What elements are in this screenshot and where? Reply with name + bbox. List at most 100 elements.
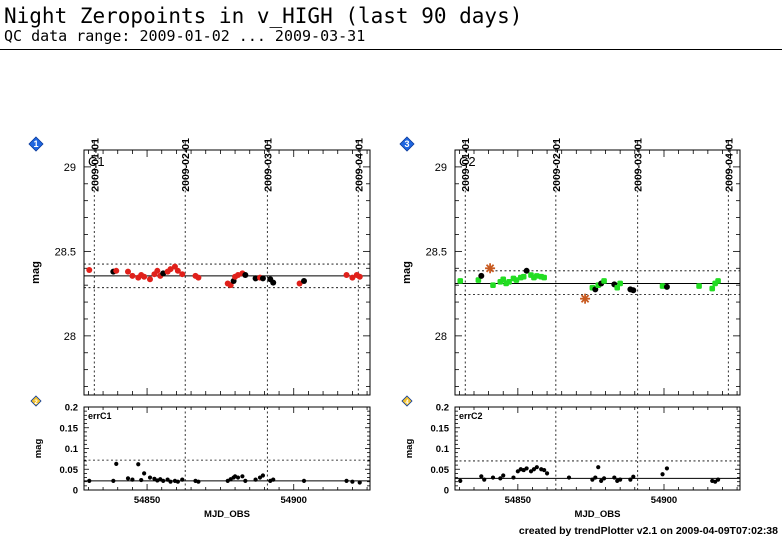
data-point [195,274,202,281]
data-point [350,479,355,484]
data-point [664,466,670,471]
zeropoint-panel-c2: 28 28.5 29 2009-01-01 2009-02-01 2009-03-01 20… [399,136,741,396]
panel-badge-icon: 2 [30,395,42,407]
data-point [618,477,623,482]
data-point [260,473,266,478]
data-point [196,479,201,484]
plot-frame [83,149,371,396]
data-point [147,475,153,480]
plot-frame [454,149,741,396]
data-point [356,273,363,280]
data-point [154,267,161,274]
data-point [709,285,716,292]
data-point [534,273,540,279]
data-point [482,477,487,482]
data-point [179,271,186,278]
data-point [490,475,496,480]
data-point [343,272,350,279]
data-point [617,280,623,287]
data-point [165,477,170,482]
panel-label: C2 [459,154,476,169]
data-point [542,467,547,473]
x-tick-label: 54850 [134,495,160,506]
data-point [524,466,529,471]
data-point [528,469,534,474]
date-tick-label: 2009-02-01 [551,138,563,192]
data-point [596,465,601,470]
data-point [141,273,148,280]
badge-number: 4 [405,400,409,406]
date-tick-label: 2009-02-01 [180,138,192,192]
data-point [614,284,621,291]
data-point [520,273,527,280]
data-point [357,480,362,485]
badge-diamond [30,395,42,407]
data-point [696,283,702,289]
data-point [715,278,721,284]
data-point [227,282,234,289]
y-tick-label: 0 [73,486,78,497]
data-point [531,467,537,472]
data-point [478,272,485,279]
zeropoint-panel-c1: 28 28.5 29 2009-01-01 2009-02-01 2009-03-01 20… [28,136,371,396]
y-tick-label: 28 [64,331,76,343]
data-point [301,478,307,483]
y-axis-label: mag [404,439,415,459]
star-ray [580,294,590,303]
data-point [479,474,484,479]
data-point-star [580,293,591,304]
data-point [171,263,178,270]
data-point [257,475,263,480]
data-point [713,479,718,484]
data-point [87,478,92,483]
y-tick-label: 0.05 [431,465,450,476]
data-point [344,478,349,483]
y-tick-label: 0.2 [436,403,449,414]
data-point [498,476,503,481]
y-tick-label: 0.05 [60,465,79,476]
data-point [147,276,153,283]
panel-badge-icon: 1 [28,136,44,152]
y-tick-label: 29 [435,162,447,174]
y-tick-label: 0.1 [436,444,450,455]
data-point [599,478,604,483]
star-ray [485,264,495,273]
data-point [660,472,665,477]
data-point [175,479,180,484]
data-point [534,465,539,470]
data-point [475,277,482,283]
data-point [167,266,174,273]
title-divider [0,49,782,50]
date-tick-label: 2009-01-01 [89,138,101,192]
data-point [628,477,633,482]
data-point [612,475,617,480]
data-point [86,266,93,273]
data-point [271,477,276,482]
data-point [566,475,572,480]
data-point [515,469,520,474]
date-tick-label: 2009-03-01 [633,138,645,192]
y-axis-label: mag [401,261,413,284]
y-tick-label: 0 [444,486,449,497]
data-point [113,267,120,274]
data-point [301,277,307,284]
data-point [513,277,520,283]
data-point [243,478,248,483]
date-tick-label: 2009-03-01 [262,138,274,192]
data-point-star [485,263,496,274]
y-axis-label: mag [33,439,44,459]
y-tick-label: 0.1 [65,444,79,455]
data-point [174,267,181,274]
y-tick-label: 28 [435,331,447,343]
error-panel-c1: 0 0.05 0.1 0.15 0.2 54850 54900 MJD_OBS mag errC1… [30,395,371,520]
x-tick-label: 54850 [505,495,531,506]
data-point [601,278,607,284]
data-point [457,278,464,284]
data-point [161,478,166,483]
data-point [180,477,185,482]
y-tick-label: 28.5 [55,246,76,258]
data-point [253,477,258,482]
data-point [168,479,173,484]
badge-number: 3 [404,139,409,149]
